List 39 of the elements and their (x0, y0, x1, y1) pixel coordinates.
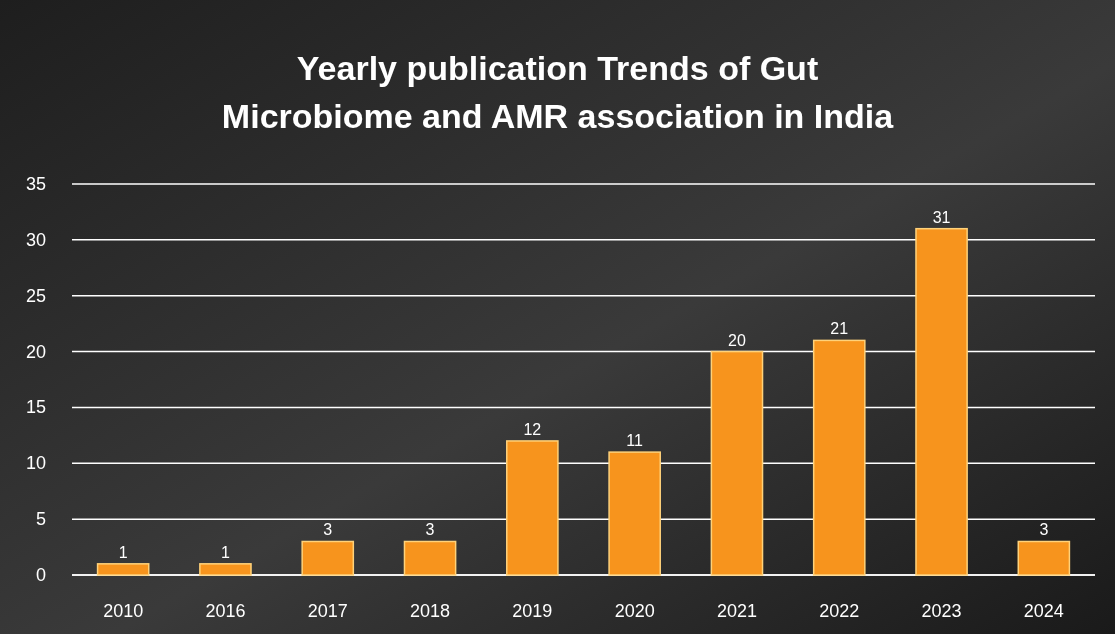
chart-title: Yearly publication Trends of Gut Microbiome and AMR association in India (221, 49, 895, 135)
bar (506, 440, 559, 576)
bar (915, 227, 968, 576)
data-label: 20 (728, 331, 746, 349)
bar (812, 339, 866, 576)
x-tick-label: 2019 (512, 601, 553, 621)
x-tick-label: 2017 (307, 601, 348, 621)
data-label: 3 (323, 521, 333, 539)
data-label: 31 (932, 208, 951, 226)
x-tick-label: 2021 (716, 601, 757, 621)
bar (96, 563, 150, 576)
bar (710, 350, 764, 576)
x-tick-label: 2024 (1023, 601, 1064, 621)
y-tick-label: 35 (25, 174, 46, 194)
y-tick-label: 25 (25, 285, 46, 306)
data-label: 1 (221, 543, 230, 561)
data-label: 11 (626, 432, 644, 450)
bar (1017, 540, 1071, 576)
y-tick-label: 20 (25, 341, 46, 362)
bar (403, 540, 457, 576)
y-tick-label: 30 (25, 229, 46, 250)
y-tick-label: 15 (25, 397, 46, 418)
y-tick-label: 5 (35, 509, 46, 530)
bar (301, 540, 355, 576)
bar (608, 451, 661, 576)
bar (199, 563, 252, 576)
x-tick-label: 2016 (205, 601, 246, 621)
x-tick-label: 2010 (103, 601, 144, 621)
data-label: 12 (523, 420, 542, 438)
y-tick-label: 10 (25, 453, 46, 474)
y-tick-label: 0 (35, 565, 46, 585)
x-tick-label: 2022 (819, 601, 860, 621)
data-label: 3 (1039, 521, 1049, 539)
x-tick-label: 2020 (614, 601, 655, 621)
x-tick-label: 2023 (921, 601, 962, 621)
data-label: 21 (830, 320, 849, 338)
data-label: 1 (118, 543, 128, 561)
x-tick-label: 2018 (410, 601, 451, 621)
data-label: 3 (425, 521, 435, 539)
